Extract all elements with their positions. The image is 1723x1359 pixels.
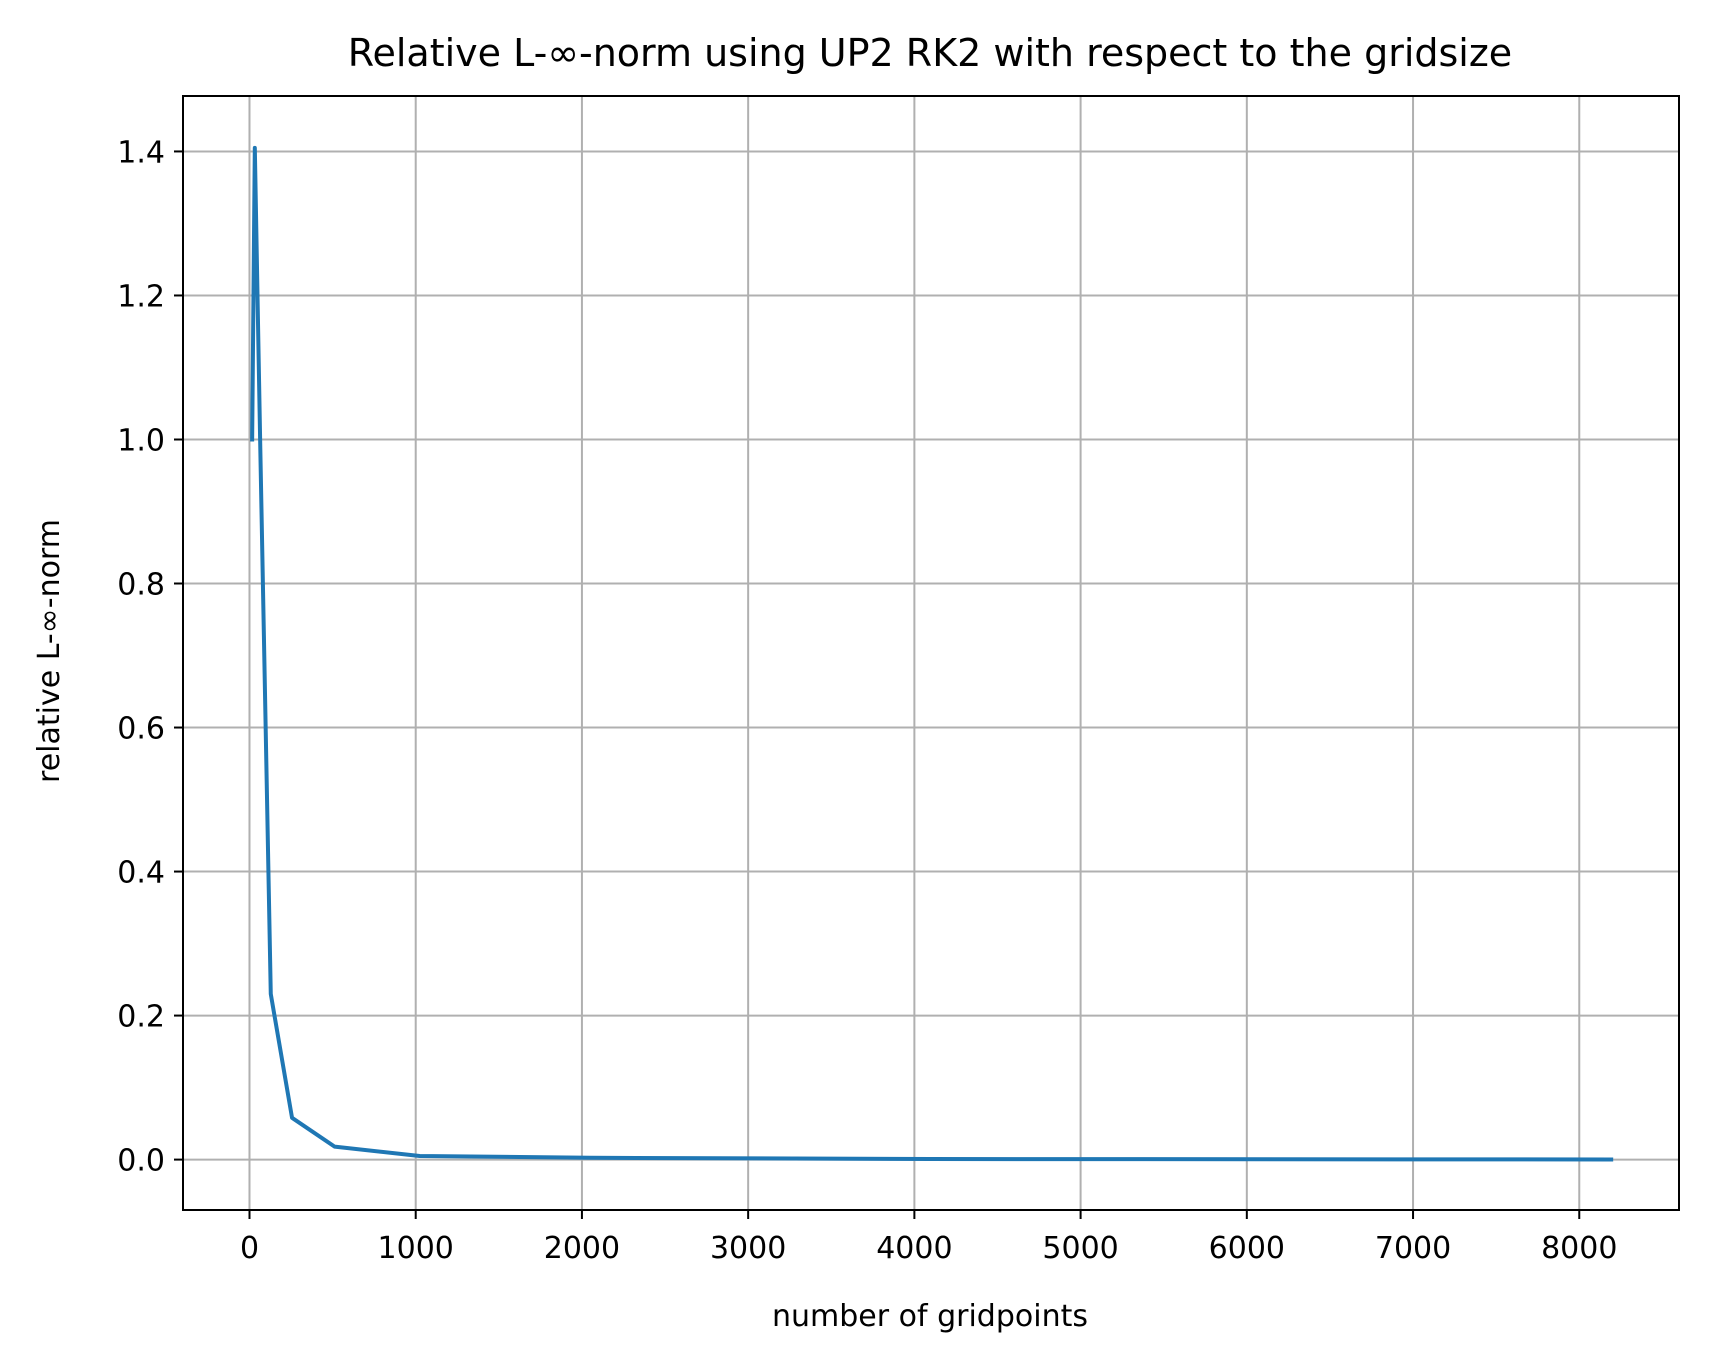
y-tick-label: 1.0 (117, 423, 165, 458)
y-axis-label: relative L-∞-norm (32, 519, 67, 783)
x-axis-label: number of gridpoints (772, 1299, 1088, 1334)
y-tick-label: 0.0 (117, 1144, 165, 1179)
y-tick-label: 0.6 (117, 712, 165, 747)
x-tick-label: 2000 (544, 1231, 620, 1266)
y-ticks: 0.0 0.2 0.4 0.6 0.8 1.0 1.2 1.4 (117, 135, 183, 1179)
grid (183, 96, 1679, 1210)
x-tick-label: 5000 (1042, 1231, 1118, 1266)
y-tick-label: 1.4 (117, 135, 165, 170)
x-ticks: 0 1000 2000 3000 4000 5000 6000 7000 8000 (240, 1210, 1617, 1266)
x-tick-label: 7000 (1375, 1231, 1451, 1266)
x-tick-label: 6000 (1209, 1231, 1285, 1266)
y-tick-label: 0.2 (117, 1000, 165, 1035)
series-group (250, 145, 1614, 1162)
y-tick-label: 0.8 (117, 568, 165, 603)
x-tick-label: 3000 (710, 1231, 786, 1266)
x-tick-label: 1000 (378, 1231, 454, 1266)
x-tick-label: 8000 (1541, 1231, 1617, 1266)
x-tick-label: 4000 (876, 1231, 952, 1266)
y-tick-label: 1.2 (117, 279, 165, 314)
series-line (250, 145, 1614, 1162)
y-tick-label: 0.4 (117, 856, 165, 891)
x-tick-label: 0 (240, 1231, 259, 1266)
chart-title: Relative L-∞-norm using UP2 RK2 with res… (348, 31, 1512, 75)
plot-frame (182, 95, 1680, 1211)
